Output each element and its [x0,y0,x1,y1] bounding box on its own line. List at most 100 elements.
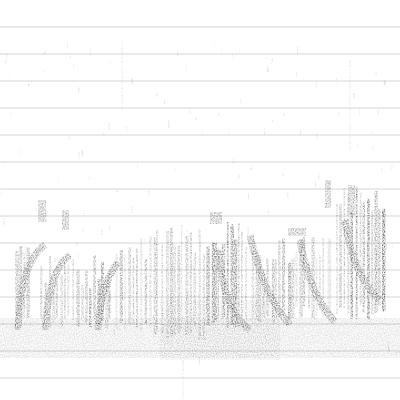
noise-speck [267,210,269,216]
spectral-blob [348,185,355,215]
spectral-blob [62,210,69,230]
spectral-streak [355,186,358,319]
spectral-streak [336,203,338,314]
noise-speck [353,249,355,254]
noise-speck [164,100,166,105]
syllable-arc [296,239,338,325]
spectral-streak [206,246,210,326]
noise-speck [101,289,103,297]
noise-speck [76,240,78,246]
spectral-blob [38,200,46,222]
spectral-streak [40,266,43,320]
spectral-streak [234,239,238,327]
spectral-streak [251,252,255,321]
spectral-streak [89,288,92,327]
spectral-streak [165,231,170,339]
spectral-streak [319,254,321,311]
noise-speck [46,209,48,215]
noise-speck [377,109,379,116]
noise-speck [233,323,235,328]
spectral-streak [198,229,201,340]
spectral-streak [172,245,176,336]
noise-speck [35,208,37,213]
noise-speck [4,60,6,64]
noise-speck [247,226,249,235]
noise-speck [392,243,394,249]
noise-speck [15,288,17,292]
noise-speck [110,310,112,314]
spectral-streak [189,232,192,334]
spectral-streak [343,188,345,309]
spectral-streak [72,259,74,320]
noise-speck [113,328,115,335]
noise-speck [180,278,182,285]
noise-speck [119,326,120,332]
noise-speck [374,292,375,301]
noise-speck [24,246,26,253]
noise-speck [387,341,389,350]
spectral-streak [382,208,386,312]
spectral-streak [378,208,381,306]
spectral-streak [295,252,298,307]
noise-speck [84,209,85,218]
spectral-streak [181,224,183,329]
noise-speck [214,220,216,224]
noise-speck [172,275,174,283]
noise-speck [174,167,176,170]
noise-speck [232,158,234,164]
noise-speck [156,92,158,97]
noise-speck [318,172,320,180]
noise-speck [354,277,356,283]
spectral-streak [275,259,277,320]
noise-speck [28,83,30,88]
noise-speck [355,235,357,240]
noise-speck [168,120,170,129]
noise-speck [315,181,317,187]
noise-speck [353,93,355,99]
noise-speck [232,53,234,61]
noise-speck [240,99,242,106]
noise-speck [122,293,124,302]
sound-energy [0,40,400,400]
noise-speck [268,327,269,331]
spectral-streak [15,250,19,321]
noise-speck [227,238,228,245]
noise-speck [287,192,289,199]
noise-speck [239,48,241,53]
noise-speck [68,261,70,269]
spectral-streak [347,193,350,314]
spectral-streak [170,227,173,337]
spectral-streak [202,254,205,340]
spectral-streak [258,255,262,322]
noise-speck [213,78,215,81]
noise-speck [319,301,321,307]
noise-speck [300,129,302,136]
noise-speck [385,243,387,250]
spectral-streak [359,192,362,306]
spectral-streak [76,269,80,327]
noise-speck [95,67,97,70]
noise-speck [226,271,228,278]
noise-speck [283,112,285,117]
noise-speck [181,241,183,248]
spectral-streak [367,198,370,320]
spectral-streak [245,246,247,328]
noise-speck [200,258,202,264]
noise-speck [329,189,331,193]
noise-speck [297,323,299,329]
noise-speck [282,172,284,176]
spectral-streak [217,246,219,319]
noise-speck [69,254,71,259]
noise-speck [46,214,48,222]
spectral-streak [149,236,152,328]
spectral-blob [325,180,331,208]
noise-speck [365,127,367,130]
noise-speck [374,285,376,292]
spectral-streak [288,262,292,320]
noise-speck [361,202,363,206]
noise-speck [375,71,377,77]
spectral-streak [115,253,118,329]
noise-speck [44,51,46,55]
spectral-streak [26,247,30,319]
noise-speck [263,128,265,135]
